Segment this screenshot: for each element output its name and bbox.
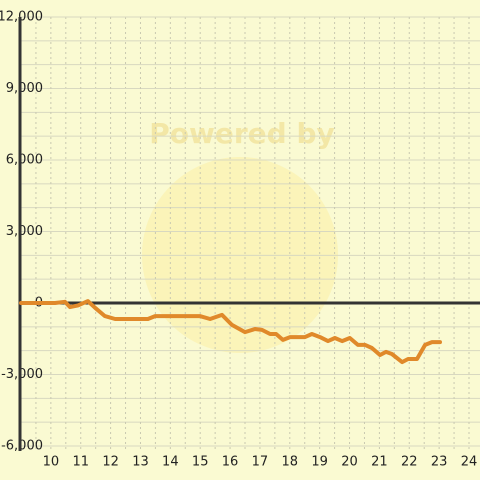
x-tick-label: 19: [311, 455, 328, 470]
x-tick-label: 21: [371, 455, 388, 470]
y-tick-label: 6,000: [6, 153, 43, 168]
x-tick-label: 16: [222, 455, 239, 470]
watermark: Powered by: [149, 117, 335, 150]
x-tick-label: 17: [252, 455, 269, 470]
x-tick-label: 12: [102, 455, 119, 470]
x-tick-label: 22: [401, 455, 418, 470]
x-tick-label: 10: [43, 455, 60, 470]
x-tick-label: 13: [132, 455, 149, 470]
x-tick-label: 18: [282, 455, 299, 470]
x-tick-label: 20: [341, 455, 358, 470]
x-tick-label: 15: [192, 455, 209, 470]
x-tick-label: 11: [72, 455, 89, 470]
data-line: [19, 299, 442, 365]
x-tick-label: 24: [461, 455, 478, 470]
y-tick-label: 9,000: [6, 81, 43, 96]
x-tick-label: 23: [431, 455, 448, 470]
x-tick-label: 14: [162, 455, 179, 470]
y-tick-label: -6,000: [1, 439, 43, 454]
y-tick-label: -3,000: [1, 367, 43, 382]
y-tick-label: 3,000: [6, 224, 43, 239]
